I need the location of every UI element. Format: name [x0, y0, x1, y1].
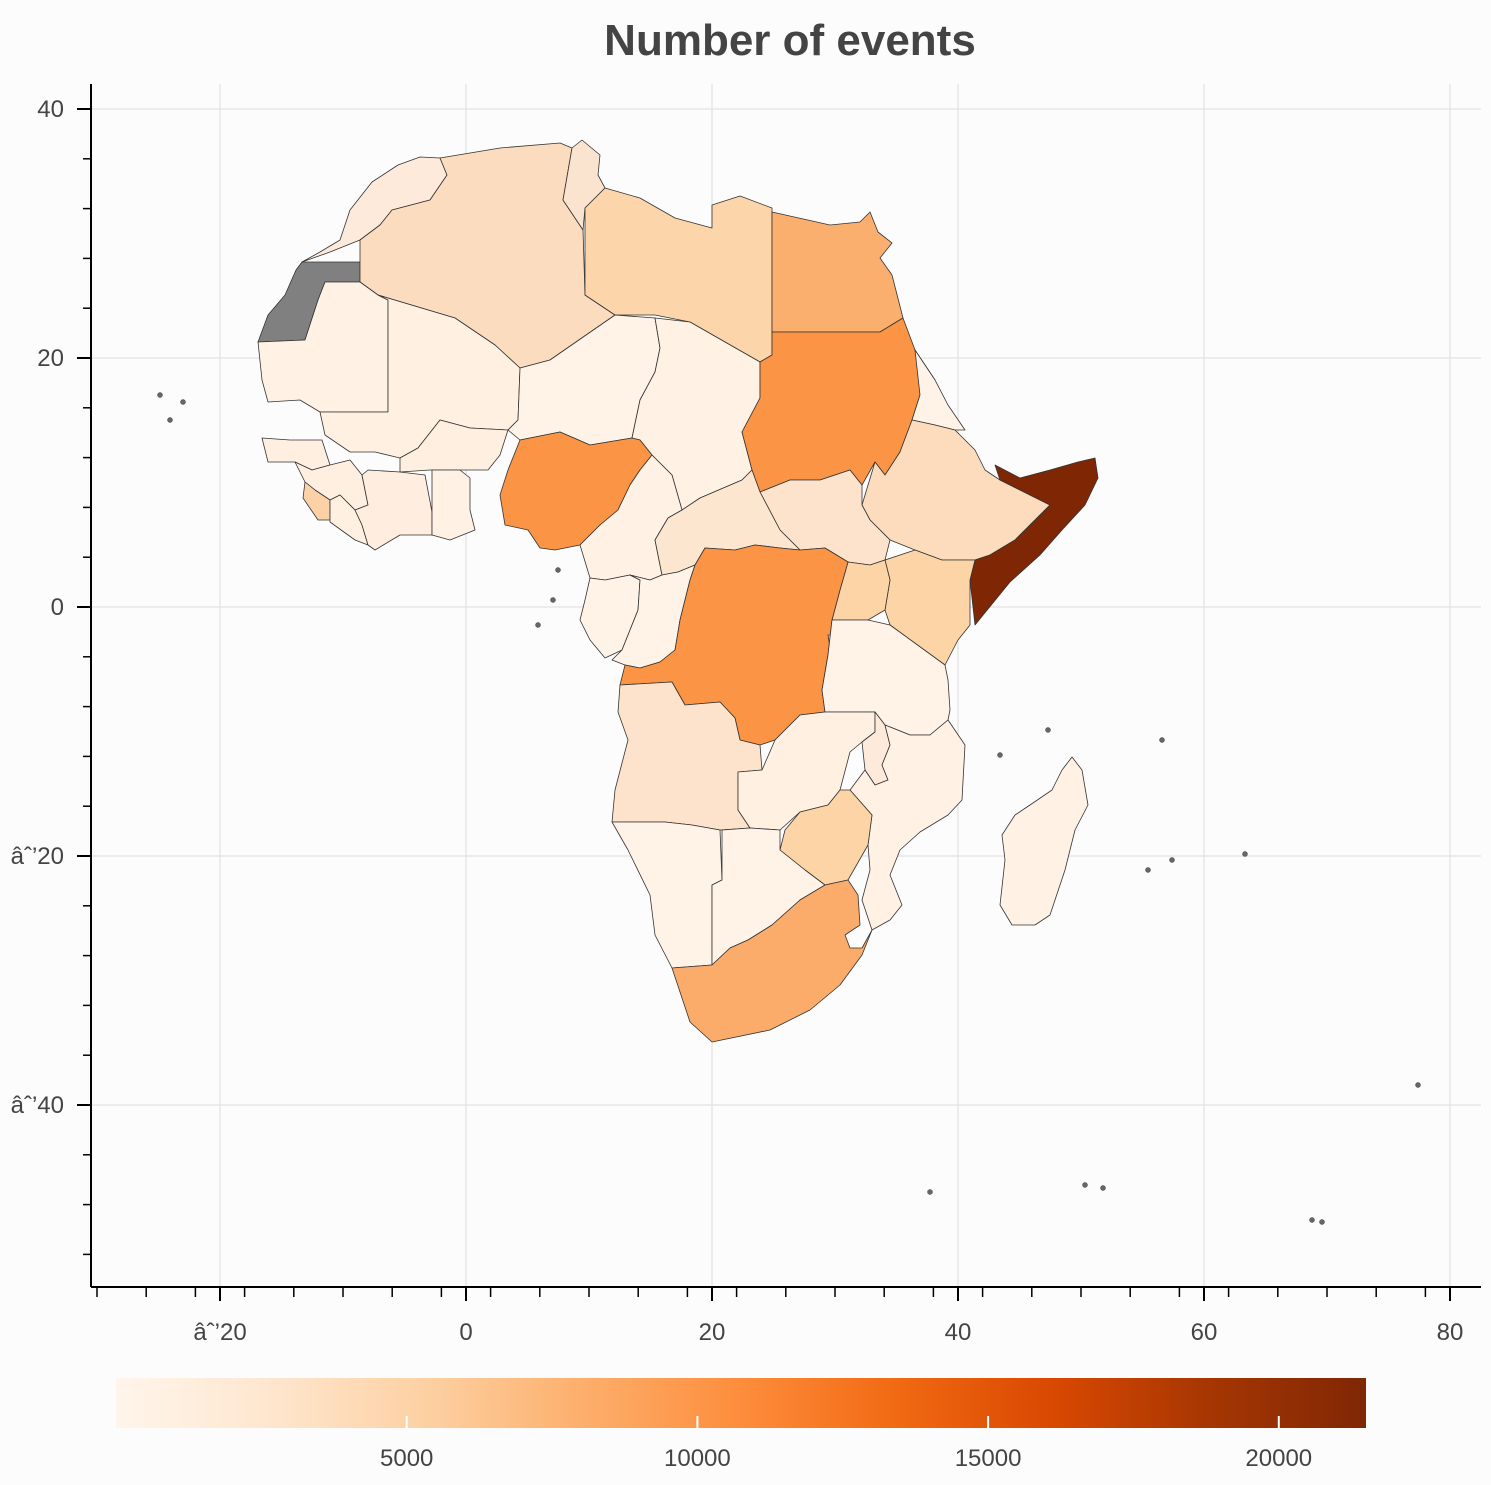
y-tick-label: âˆ’40 — [11, 1092, 64, 1119]
island-speck — [167, 417, 173, 423]
island-speck — [535, 622, 541, 628]
country-burkina-faso — [399, 419, 509, 473]
island-speck — [1082, 1182, 1088, 1188]
colorbar-tick-label: 15000 — [955, 1445, 1022, 1472]
colorbar-tick-label: 10000 — [664, 1445, 731, 1472]
island-speck — [180, 399, 186, 405]
country-zimbabwe — [779, 789, 873, 886]
islands-layer — [157, 392, 1421, 1225]
x-tick-label: 0 — [459, 1319, 472, 1346]
country-namibia — [611, 821, 723, 969]
island-speck — [1309, 1217, 1315, 1223]
island-speck — [927, 1189, 933, 1195]
colorbar: 5000 10000 15000 20000 — [116, 1378, 1366, 1472]
island-speck — [1100, 1185, 1106, 1191]
x-tick-label: 80 — [1437, 1319, 1464, 1346]
island-speck — [1319, 1219, 1325, 1225]
island-speck — [1169, 857, 1175, 863]
country-mauritania — [257, 281, 389, 413]
country-libya — [584, 187, 773, 363]
y-tick-label: âˆ’20 — [11, 843, 64, 870]
x-tick-label: âˆ’20 — [193, 1319, 246, 1346]
x-tick-label: 40 — [945, 1319, 972, 1346]
colorbar-gradient — [116, 1378, 1366, 1428]
colorbar-tick-label: 20000 — [1245, 1445, 1312, 1472]
island-speck — [1415, 1082, 1421, 1088]
country-mozambique — [849, 719, 966, 931]
y-tick-label: 40 — [37, 96, 64, 123]
x-tick-label: 60 — [1191, 1319, 1218, 1346]
map-title: Number of events — [604, 16, 976, 65]
x-tick-label: 20 — [699, 1319, 726, 1346]
country-south-africa — [671, 879, 873, 1043]
country-eritrea — [911, 349, 966, 431]
island-speck — [550, 597, 556, 603]
island-speck — [1242, 851, 1248, 857]
country-senegal — [261, 437, 331, 471]
island-speck — [1159, 737, 1165, 743]
axes: âˆ’20 0 20 40 60 80 40 20 0 âˆ’20 âˆ’40 — [11, 84, 1481, 1346]
island-speck — [1045, 727, 1051, 733]
country-ghana — [431, 469, 476, 541]
country-madagascar — [999, 756, 1089, 926]
country-egypt — [771, 211, 904, 333]
island-speck — [555, 567, 561, 573]
countries-layer — [257, 139, 1099, 1043]
country-somalia — [969, 457, 1099, 626]
island-speck — [157, 392, 163, 398]
y-tick-label: 20 — [37, 345, 64, 372]
island-speck — [1145, 867, 1151, 873]
colorbar-tick-label: 5000 — [380, 1445, 433, 1472]
y-tick-label: 0 — [51, 594, 64, 621]
island-speck — [997, 752, 1003, 758]
country-ivory-coast — [354, 469, 433, 551]
